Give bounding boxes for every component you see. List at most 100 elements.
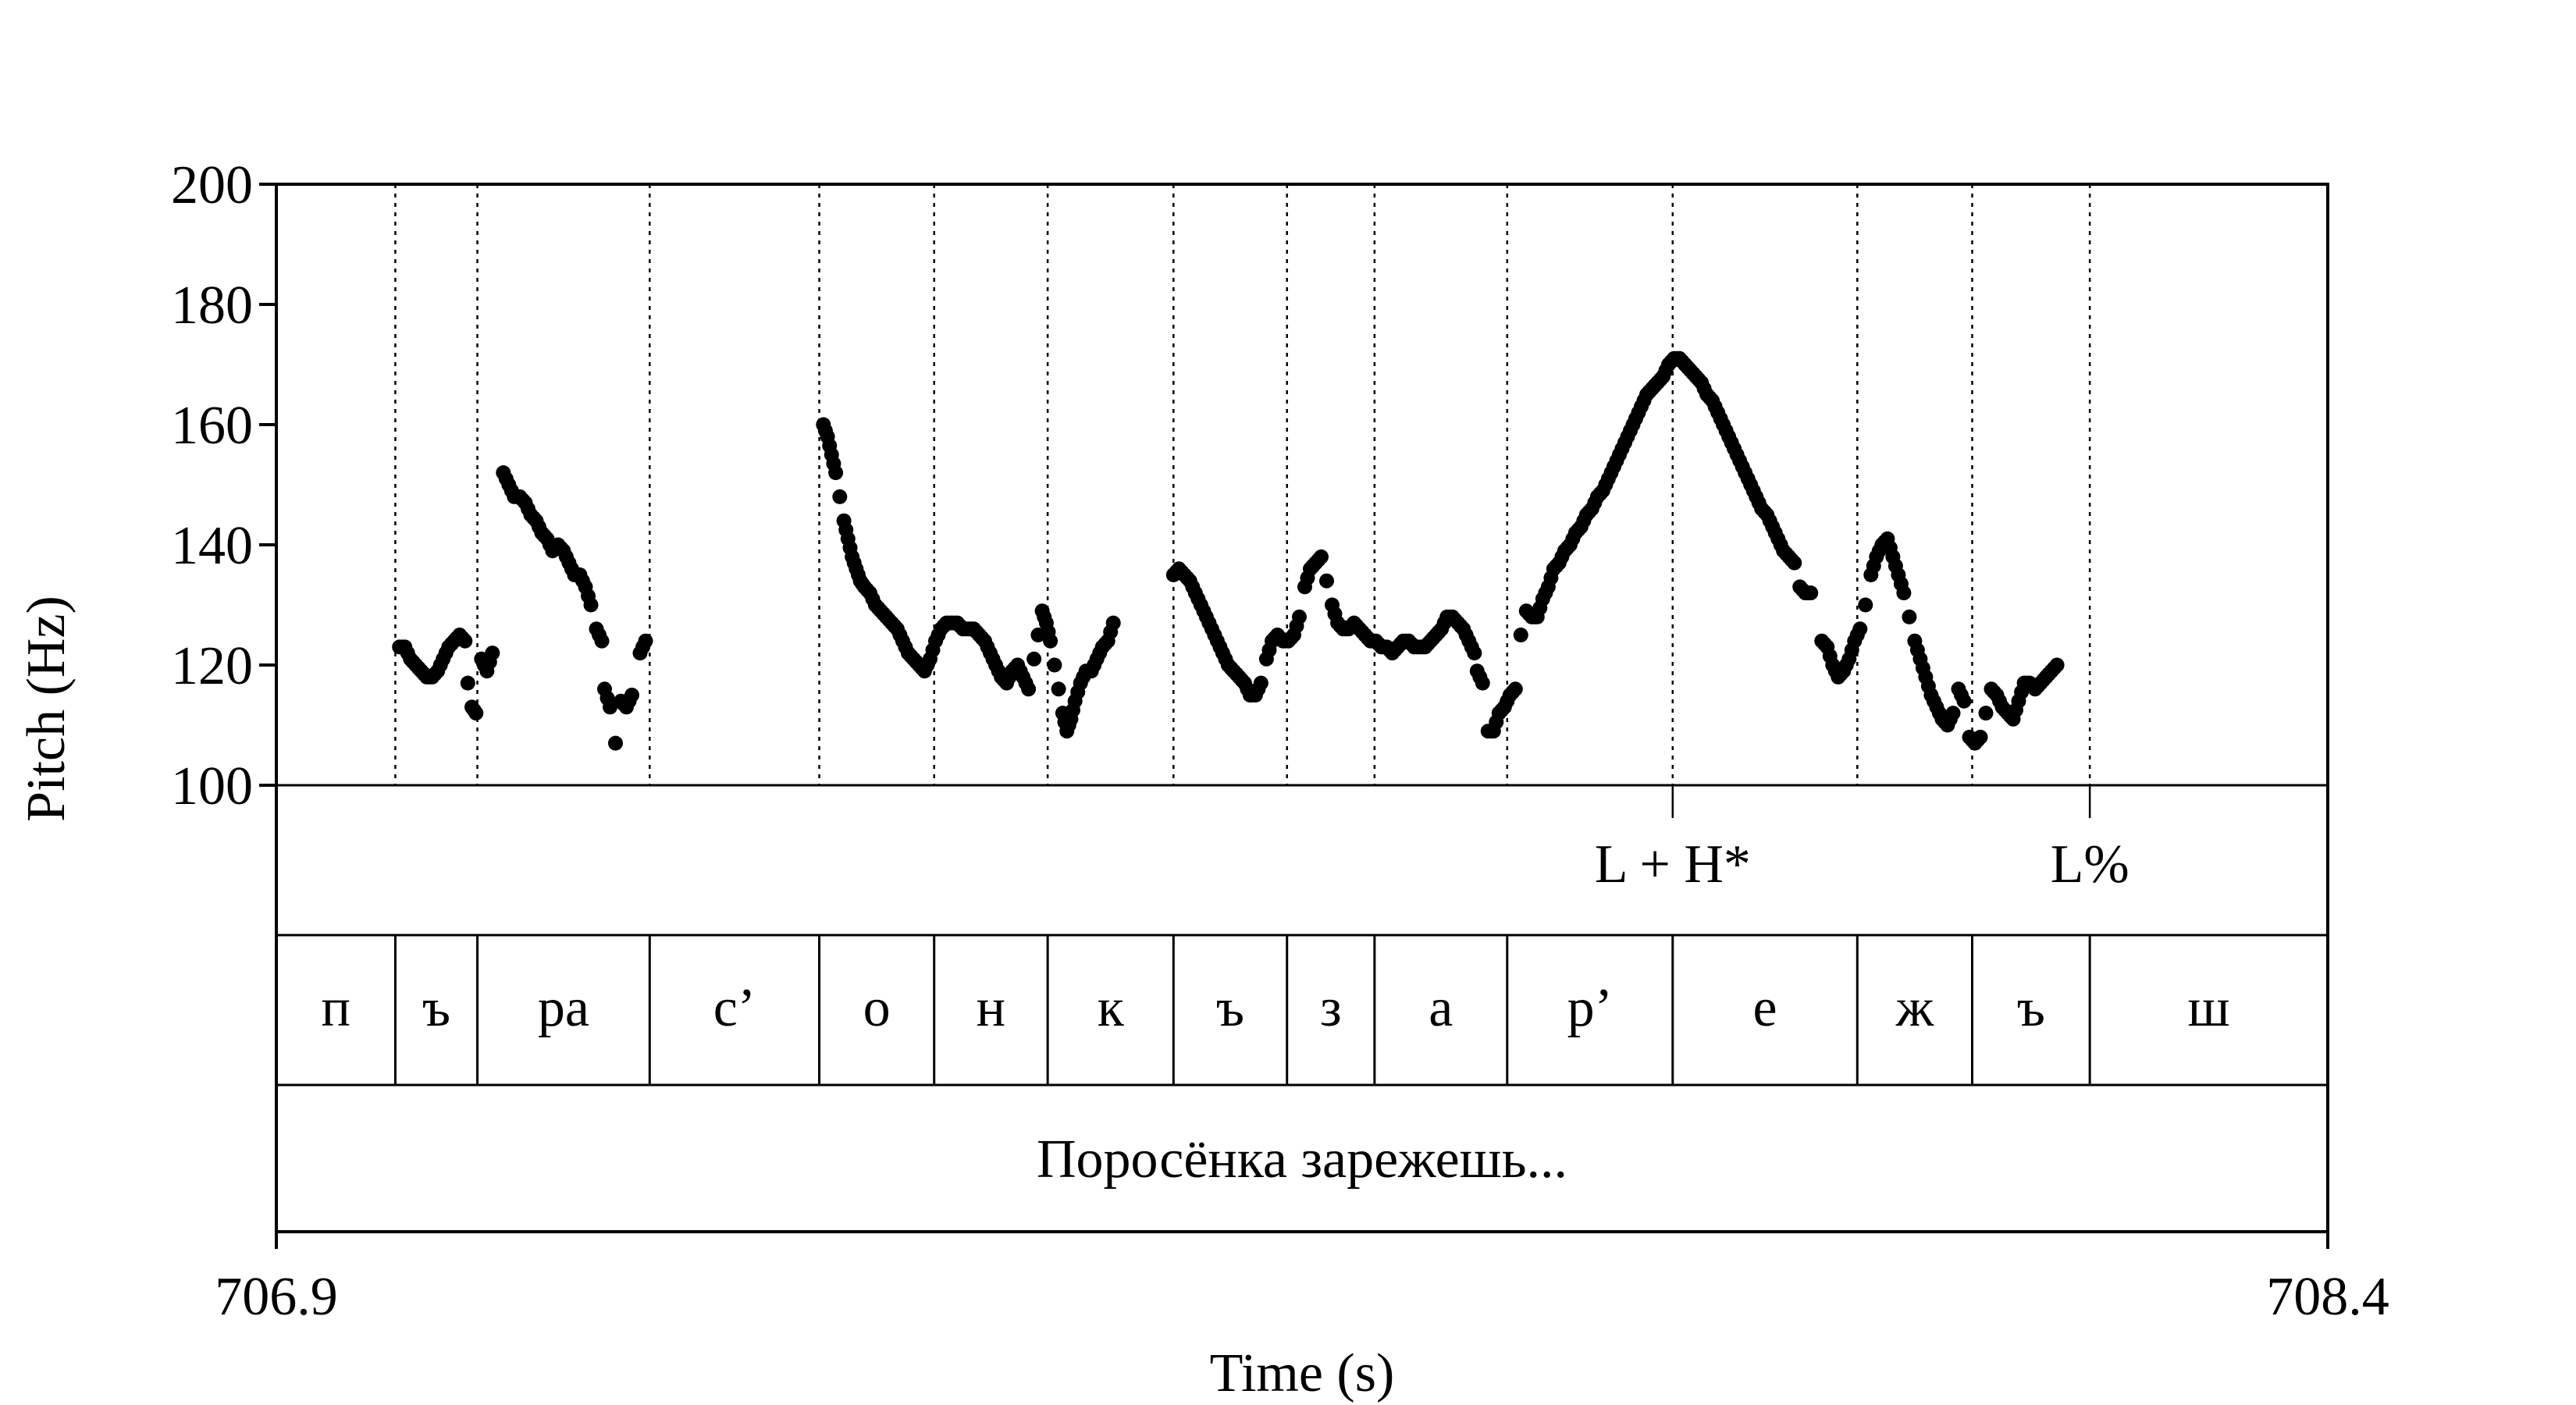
pitch-point — [1103, 624, 1119, 640]
segment-label: п — [321, 978, 350, 1038]
pitch-point — [460, 675, 475, 691]
pitch-point — [1087, 657, 1102, 673]
pitch-point — [1051, 681, 1066, 697]
pitch-point — [1603, 465, 1619, 481]
plot-frame — [275, 183, 2329, 1233]
pitch-point — [1849, 628, 1865, 642]
segment-label: к — [1098, 978, 1125, 1038]
pitch-point — [608, 735, 623, 751]
pitch-point — [1543, 570, 1559, 585]
pitch-point — [1902, 609, 1917, 624]
pitch-point — [1954, 688, 1969, 702]
pitch-point — [925, 642, 941, 658]
pitch-point — [1458, 628, 1474, 642]
segment-label: ж — [1895, 978, 1934, 1038]
pitch-point — [1538, 585, 1553, 601]
pitch-point — [1472, 669, 1488, 685]
pitch-point — [1866, 558, 1881, 574]
pitch-point — [1261, 642, 1277, 658]
pitch-point — [1041, 624, 1056, 640]
pitch-point — [1745, 483, 1761, 499]
pitch-point — [832, 489, 848, 504]
y-axis: 100 120 140 160 180 200 — [171, 155, 276, 816]
pitch-point — [1070, 685, 1086, 700]
pitch-point — [822, 438, 838, 454]
pitch-point — [1844, 642, 1859, 658]
pitch-point — [1707, 399, 1723, 414]
pitch-point — [635, 639, 650, 655]
pitch-point — [1489, 714, 1504, 730]
pitch-point — [1620, 429, 1635, 444]
pitch-point — [558, 549, 574, 564]
pitch-point — [1251, 681, 1266, 697]
pitch-point — [1926, 693, 1941, 709]
segment-label: о — [863, 978, 891, 1038]
pitch-point — [1098, 636, 1113, 652]
pitch-point — [1598, 477, 1614, 493]
pitch-point — [1631, 405, 1646, 421]
pitch-point — [1190, 591, 1206, 606]
x-axis — [275, 1232, 2329, 1249]
segment-label: ъ — [2017, 978, 2045, 1038]
y-axis-label: Pitch (Hz) — [16, 596, 76, 822]
pitch-point — [1888, 558, 1903, 574]
pitch-point — [1970, 732, 1985, 748]
pitch-point — [1066, 702, 1080, 718]
y-tick-label: 180 — [171, 276, 253, 336]
pitch-point — [842, 540, 858, 556]
pitch-point — [1026, 651, 1042, 667]
pitch-point — [1735, 459, 1750, 475]
pitch-point — [600, 690, 615, 706]
pitch-point — [1882, 540, 1898, 556]
y-tick-label: 160 — [171, 396, 253, 456]
pitch-point — [1212, 639, 1228, 655]
pitch-point — [592, 628, 607, 642]
pitch-point — [1816, 636, 1832, 652]
pitch-point — [1858, 597, 1873, 613]
pitch-point — [1532, 600, 1548, 616]
segment-label: з — [1320, 978, 1342, 1038]
pitch-point — [1283, 630, 1299, 646]
pitch-point — [817, 423, 833, 439]
pitch-point — [980, 639, 995, 655]
pitch-point — [1196, 603, 1212, 619]
pitch-point — [1513, 628, 1528, 642]
x-tick-label-start: 706.9 — [215, 1267, 338, 1327]
pitch-point — [892, 628, 908, 642]
pitch-point — [1800, 585, 1816, 601]
pitch-point — [1505, 685, 1521, 700]
segment-label: ъ — [422, 978, 450, 1038]
pitch-point — [2047, 660, 2062, 676]
segment-label: н — [977, 978, 1005, 1038]
pitch-point — [498, 471, 514, 486]
pitch-point — [1012, 663, 1028, 679]
pitch-point — [1327, 606, 1343, 621]
pitch-point — [1207, 628, 1222, 642]
pitch-point — [1609, 453, 1624, 468]
pitch-point — [1713, 411, 1728, 426]
pitch-point — [1942, 711, 1958, 727]
pitch-points — [392, 350, 2065, 751]
x-axis-label: Time (s) — [1210, 1343, 1395, 1403]
pitch-point — [1915, 660, 1930, 676]
segment-label: с’ — [713, 978, 756, 1038]
pitch-point — [1614, 441, 1630, 457]
pitch-point — [1718, 423, 1734, 439]
pitch-point — [466, 702, 482, 718]
pitch-point — [1464, 639, 1479, 655]
annotation-tiers: L + H* L% п ъ ра с’ о н к ъ з а р’ е ж ъ ш — [321, 785, 2230, 1038]
pitch-point — [846, 555, 862, 571]
pitch-point — [1909, 642, 1925, 658]
pitch-point — [1822, 649, 1838, 663]
pitch-point — [2008, 702, 2023, 718]
pitch-point — [1920, 678, 1936, 694]
pitch-point — [1047, 657, 1062, 673]
pitch-point — [1061, 717, 1076, 733]
segment-label: а — [1429, 978, 1453, 1038]
pitch-point — [1762, 513, 1777, 528]
pitch-point — [454, 630, 470, 646]
sentence-label: Поросёнка зарежешь... — [1037, 1129, 1567, 1190]
pitch-point — [1724, 435, 1739, 450]
y-tick-label: 120 — [171, 636, 253, 696]
